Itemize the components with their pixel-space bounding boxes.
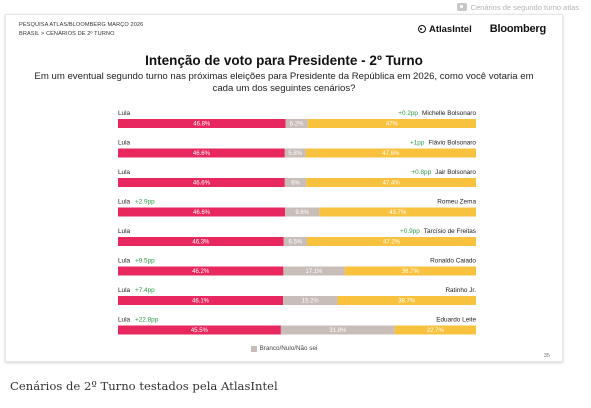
row-right-name: Ronaldo Caiado bbox=[430, 258, 476, 265]
camera-icon bbox=[456, 3, 467, 11]
bar-blank bbox=[284, 207, 320, 217]
row-right-name: Tarcísio de Freitas bbox=[424, 228, 476, 235]
data-label-opponent: 47% bbox=[386, 122, 399, 128]
chart-title: Intenção de voto para Presidente - 2º Tu… bbox=[145, 53, 423, 68]
bar-lula bbox=[118, 178, 285, 187]
row-left-name: Lula bbox=[118, 287, 131, 294]
row-left-name: Lula bbox=[118, 228, 131, 235]
row-left-delta: +7.4pp bbox=[135, 287, 155, 294]
data-label-lula: 46.6% bbox=[193, 181, 211, 187]
data-label-blank: 6.2% bbox=[290, 122, 304, 128]
atlas-logo-icon bbox=[417, 25, 426, 33]
bar-opponent bbox=[337, 296, 476, 305]
page-number: 35 bbox=[543, 353, 550, 359]
row-right-delta: +0.9pp bbox=[400, 228, 420, 235]
atlasintel-logo-text: AtlasIntel bbox=[428, 23, 472, 35]
data-label-opponent: 43.7% bbox=[389, 210, 407, 216]
bar-opponent bbox=[344, 266, 476, 276]
row-left-name: Lula bbox=[118, 110, 131, 117]
bar-opponent bbox=[306, 178, 476, 187]
top-caption-bar: Cenários de segundo turno atlas bbox=[0, 0, 591, 14]
row-right-delta: +1pp bbox=[410, 140, 425, 147]
data-label-opponent: 47.2% bbox=[383, 240, 401, 246]
stacked-bar-chart: Lula Michelle Bolsonaro +0.2pp 46.8% 6.2% 47%… bbox=[118, 110, 476, 335]
bar-blank bbox=[283, 296, 338, 305]
row-right-name: Romeu Zema bbox=[437, 199, 476, 206]
brand-logos: AtlasIntel Bloomberg bbox=[417, 23, 546, 35]
data-label-blank: 15.2% bbox=[302, 299, 320, 305]
row-left-name: Lula bbox=[118, 199, 131, 206]
data-label-lula: 45.5% bbox=[191, 328, 209, 334]
bar-opponent bbox=[394, 325, 476, 335]
survey-name: PESQUISA ATLAS/BLOOMBERG MARÇO 2026 bbox=[19, 22, 144, 28]
row-right-name: Jair Bolsonaro bbox=[435, 169, 476, 176]
bar-blank bbox=[283, 237, 308, 246]
data-label-lula: 46.3% bbox=[192, 240, 210, 246]
row-left-delta: +9.5pp bbox=[135, 258, 155, 265]
row-left-name: Lula bbox=[118, 140, 131, 147]
bar-opponent bbox=[307, 119, 476, 128]
bar-lula bbox=[118, 148, 285, 158]
bloomberg-logo: Bloomberg bbox=[489, 23, 546, 35]
bar-blank bbox=[280, 325, 395, 335]
slide-header: PESQUISA ATLAS/BLOOMBERG MARÇO 2026 BRAS… bbox=[19, 21, 143, 39]
row-right-name: Eduardo Leite bbox=[436, 317, 476, 324]
row-left-delta: +22.8pp bbox=[135, 317, 159, 324]
row-left-name: Lula bbox=[118, 169, 131, 176]
image-caption-top: Cenários de segundo turno atlas bbox=[470, 2, 579, 12]
bar-blank bbox=[283, 266, 345, 276]
row-left-delta: +2.9pp bbox=[135, 199, 155, 206]
legend-swatch-blank bbox=[250, 345, 257, 352]
data-label-blank: 6% bbox=[291, 181, 300, 187]
bar-lula bbox=[118, 237, 284, 246]
data-label-opponent: 38.7% bbox=[398, 299, 416, 305]
data-label-blank: 6.5% bbox=[289, 240, 303, 246]
bar-lula bbox=[118, 296, 284, 305]
atlasintel-logo: AtlasIntel bbox=[417, 23, 472, 35]
data-label-blank: 17.1% bbox=[305, 269, 323, 275]
breadcrumb: BRASIL > CENÁRIOS DE 2º TURNO bbox=[19, 31, 115, 37]
bar-blank bbox=[285, 119, 308, 128]
row-right-name: Michelle Bolsonaro bbox=[422, 110, 476, 117]
data-label-blank: 31.8% bbox=[329, 328, 347, 334]
row-left-name: Lula bbox=[118, 258, 131, 265]
data-label-blank: 9.6% bbox=[295, 210, 309, 216]
bar-blank bbox=[284, 148, 306, 158]
legend: Branco/Nulo/Não sei bbox=[6, 345, 562, 352]
bar-opponent bbox=[305, 148, 476, 158]
row-right-name: Ratinho Jr. bbox=[445, 287, 476, 294]
data-label-lula: 46.1% bbox=[192, 299, 210, 305]
data-label-opponent: 47.4% bbox=[383, 181, 401, 187]
row-right-delta: +0.2pp bbox=[398, 110, 418, 117]
bar-lula bbox=[118, 207, 285, 217]
data-label-opponent: 47.6% bbox=[382, 151, 400, 157]
row-left-name: Lula bbox=[118, 317, 131, 324]
bar-lula bbox=[118, 266, 284, 276]
bar-opponent bbox=[319, 207, 476, 217]
slide: PESQUISA ATLAS/BLOOMBERG MARÇO 2026 BRAS… bbox=[5, 14, 563, 362]
data-label-blank: 5.8% bbox=[288, 151, 302, 157]
data-label-lula: 46.6% bbox=[193, 151, 211, 157]
bar-lula bbox=[118, 119, 286, 128]
bar-opponent bbox=[307, 237, 476, 246]
row-right-name: Flávio Bolsonaro bbox=[428, 140, 476, 147]
data-label-lula: 46.8% bbox=[193, 122, 211, 128]
bar-lula bbox=[118, 325, 281, 335]
bar-blank bbox=[284, 178, 307, 187]
chart-subtitle: Em um eventual segundo turno nas próxima… bbox=[34, 71, 534, 94]
data-label-opponent: 22.7% bbox=[427, 328, 445, 334]
data-label-lula: 46.2% bbox=[192, 269, 210, 275]
data-label-opponent: 36.7% bbox=[402, 269, 420, 275]
data-label-lula: 46.6% bbox=[193, 210, 211, 216]
row-right-delta: +0.8pp bbox=[411, 169, 431, 176]
legend-label: Branco/Nulo/Não sei bbox=[259, 345, 318, 352]
image-caption: Cenários de 2º Turno testados pela Atlas… bbox=[10, 379, 278, 393]
